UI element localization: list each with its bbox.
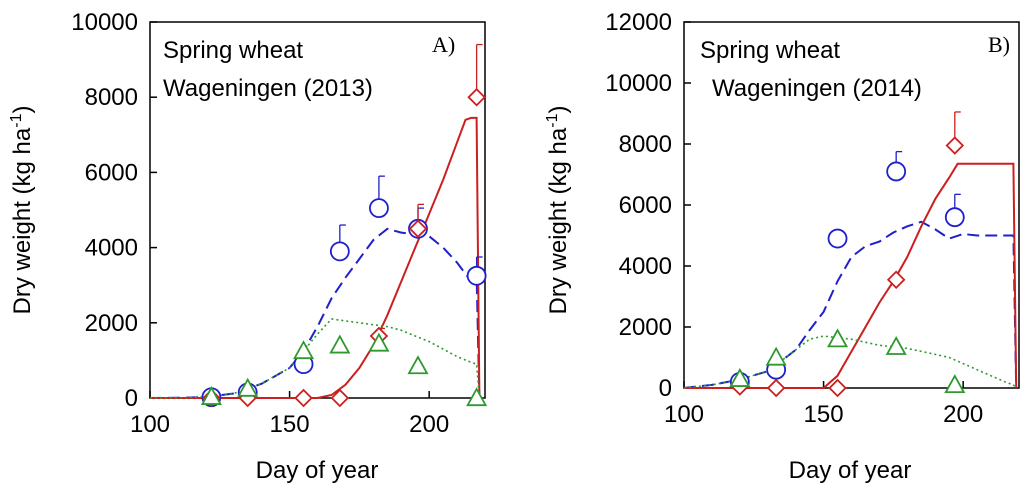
observed-point-diamond <box>766 378 786 398</box>
observed-point-diamond <box>467 87 486 107</box>
y-tick-label: 4000 <box>85 235 138 262</box>
y-axis-label-a: Dry weight (kg ha-1) <box>8 106 36 315</box>
observed-point-diamond <box>886 270 906 289</box>
observed-point-triangle <box>885 335 907 355</box>
y-tick-label: 8000 <box>85 84 138 111</box>
chart-title-line-1-b: Spring wheat <box>700 37 840 64</box>
y-tick-label: 6000 <box>619 192 672 219</box>
observed-point-triangle <box>329 334 351 354</box>
y-tick-label: 8000 <box>619 131 672 158</box>
observed-point-circle <box>369 198 389 219</box>
x-tick-label: 200 <box>409 411 449 438</box>
observed-point-circle <box>944 207 965 228</box>
panel-label-a: A) <box>432 32 455 57</box>
observed-point-triangle <box>729 367 751 387</box>
blue-dashed-line <box>149 227 481 399</box>
y-axis-label-sup-a: -1 <box>8 113 25 127</box>
observed-point-triangle <box>827 328 849 348</box>
observed-point-triangle <box>466 387 488 407</box>
y-axis-label-main-b: Dry weight (kg ha <box>545 127 572 314</box>
y-axis-label-main-a: Dry weight (kg ha <box>9 127 36 314</box>
observed-point-triangle <box>765 346 787 366</box>
x-tick-label: 200 <box>943 401 983 428</box>
observed-point-diamond <box>945 136 965 155</box>
marks-b <box>683 111 1018 398</box>
observed-point-circle <box>886 161 907 182</box>
observed-point-circle <box>466 265 487 286</box>
y-tick-label: 12000 <box>605 9 672 36</box>
red-solid-line <box>684 162 1018 389</box>
x-axis-label-a: Day of year <box>256 457 379 484</box>
y-tick-label: 10000 <box>605 70 672 97</box>
y-tick-label: 0 <box>659 375 672 402</box>
y-axis-label-tail-b: ) <box>545 106 572 114</box>
observed-point-triangle <box>368 332 390 352</box>
y-axis-label-tail-a: ) <box>9 106 36 114</box>
x-tick-label: 150 <box>270 411 310 438</box>
observed-point-circle <box>827 228 848 249</box>
x-tick-label: 100 <box>664 401 704 428</box>
observed-point-triangle <box>407 355 429 375</box>
y-axis-label-sup-b: -1 <box>544 113 561 127</box>
green-dotted-line <box>683 335 1017 389</box>
observed-point-triangle <box>944 374 966 394</box>
y-tick-label: 6000 <box>85 159 138 186</box>
x-tick-label: 150 <box>804 401 844 428</box>
observed-point-diamond <box>330 388 350 408</box>
observed-point-circle <box>329 241 350 262</box>
y-tick-label: 10000 <box>71 9 138 36</box>
y-tick-label: 2000 <box>85 310 138 337</box>
y-tick-label: 2000 <box>619 314 672 341</box>
panel-label-b: B) <box>988 32 1010 57</box>
red-solid-line <box>150 116 481 399</box>
y-tick-label: 0 <box>125 385 138 412</box>
chart-title-line-2-a: Wageningen (2013) <box>163 75 373 102</box>
chart-title-line-1-a: Spring wheat <box>163 37 303 64</box>
chart-title-line-2-b: Wageningen (2014) <box>712 75 922 102</box>
observed-point-diamond <box>294 388 313 408</box>
y-tick-label: 4000 <box>619 253 672 280</box>
x-axis-label-b: Day of year <box>789 457 912 484</box>
y-axis-label-b: Dry weight (kg ha-1) <box>544 106 572 315</box>
observed-point-diamond <box>408 219 428 239</box>
observed-point-diamond <box>828 378 847 398</box>
blue-dashed-line <box>683 220 1018 389</box>
marks-a <box>149 43 488 408</box>
observed-point-triangle <box>237 377 259 397</box>
x-tick-label: 100 <box>130 411 170 438</box>
observed-point-triangle <box>293 340 315 360</box>
observed-point-triangle <box>200 386 222 405</box>
